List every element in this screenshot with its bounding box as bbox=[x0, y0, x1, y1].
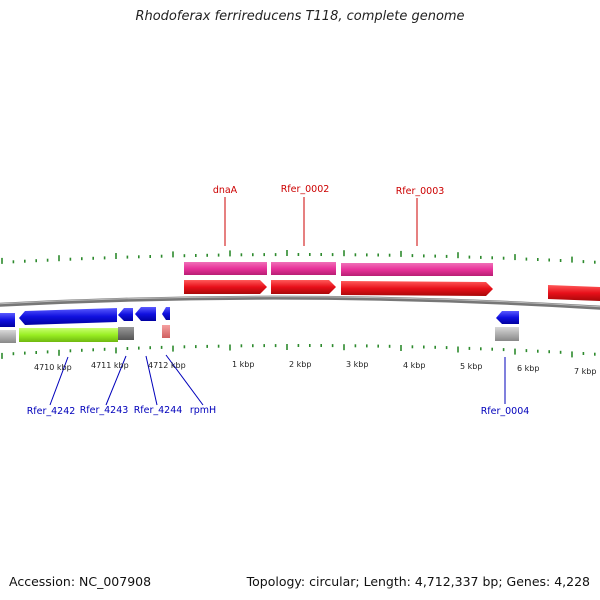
leader-line-rpmH bbox=[165, 354, 204, 406]
gene-arrow-rfer0002[interactable] bbox=[271, 280, 336, 294]
gene-arrow-blue-left-edge[interactable] bbox=[0, 313, 15, 327]
gene-label-rfer4242[interactable]: Rfer_4242 bbox=[27, 406, 76, 417]
scale-label: 6 kbp bbox=[517, 364, 539, 373]
lower-product-track bbox=[0, 325, 519, 343]
gene-arrow-rfer4242[interactable] bbox=[19, 308, 117, 325]
pink-feature-rfer0002[interactable] bbox=[271, 262, 336, 275]
gene-arrow-dnaA[interactable] bbox=[184, 280, 267, 294]
genome-backbone-highlight bbox=[0, 296, 600, 308]
green-feature-rfer4242[interactable] bbox=[19, 328, 118, 342]
gray-feature-rfer4243[interactable] bbox=[118, 327, 134, 340]
gray-feature-rfer0004[interactable] bbox=[495, 327, 519, 341]
gene-label-rfer4243[interactable]: Rfer_4243 bbox=[80, 405, 129, 416]
lightred-feature-rpmH[interactable] bbox=[162, 325, 170, 338]
scale-label: 4711 kbp bbox=[91, 361, 129, 370]
gene-arrow-rpmH[interactable] bbox=[162, 307, 170, 320]
pink-feature-dnaA[interactable] bbox=[184, 262, 267, 275]
scale-label: 7 kbp bbox=[574, 367, 596, 376]
scale-label: 1 kbp bbox=[232, 360, 254, 369]
gene-label-dnaA[interactable]: dnaA bbox=[213, 185, 238, 196]
scale-label: 3 kbp bbox=[346, 360, 368, 369]
scale-labels: 4710 kbp 4711 kbp 4712 kbp 1 kbp 2 kbp 3… bbox=[34, 360, 596, 376]
scale-label: 4 kbp bbox=[403, 361, 425, 370]
upper-tick-row bbox=[1, 250, 596, 264]
gene-label-rfer4244[interactable]: Rfer_4244 bbox=[134, 405, 183, 416]
gene-arrow-rfer4243[interactable] bbox=[118, 308, 133, 321]
bottom-gene-labels: Rfer_4242 Rfer_4243 Rfer_4244 rpmH Rfer_… bbox=[27, 405, 530, 417]
gene-arrow-rfer0003[interactable] bbox=[341, 281, 493, 296]
forward-gene-track bbox=[184, 280, 600, 301]
scale-label: 4712 kbp bbox=[148, 361, 186, 370]
leader-line-rfer4242 bbox=[49, 356, 69, 406]
reverse-gene-track bbox=[0, 307, 519, 327]
scale-label: 2 kbp bbox=[289, 360, 311, 369]
accession-text: Accession: NC_007908 bbox=[9, 574, 152, 589]
gene-arrow-red-right-edge[interactable] bbox=[548, 285, 600, 301]
scale-label: 4710 kbp bbox=[34, 363, 72, 372]
gray-feature-left-edge[interactable] bbox=[0, 330, 16, 343]
topology-text: Topology: circular; Length: 4,712,337 bp… bbox=[246, 574, 590, 589]
pink-feature-rfer0003[interactable] bbox=[341, 263, 493, 276]
upper-pink-track bbox=[184, 262, 493, 276]
gene-label-rfer0002[interactable]: Rfer_0002 bbox=[281, 184, 330, 195]
top-gene-labels: dnaA Rfer_0002 Rfer_0003 bbox=[213, 184, 445, 197]
gene-label-rfer0003[interactable]: Rfer_0003 bbox=[396, 186, 445, 197]
gene-label-rpmH[interactable]: rpmH bbox=[190, 405, 216, 416]
gene-label-rfer0004[interactable]: Rfer_0004 bbox=[481, 406, 530, 417]
lower-tick-row bbox=[1, 344, 596, 359]
genome-backbone bbox=[0, 295, 600, 310]
gene-arrow-rfer0004[interactable] bbox=[496, 311, 519, 324]
genome-title: Rhodoferax ferrireducens T118, complete … bbox=[135, 9, 465, 24]
leader-line-rfer4244 bbox=[145, 355, 158, 406]
leader-lines bbox=[49, 197, 506, 406]
gene-arrow-rfer4244[interactable] bbox=[135, 307, 156, 321]
leader-line-rfer4243 bbox=[105, 355, 127, 406]
scale-label: 5 kbp bbox=[460, 362, 482, 371]
